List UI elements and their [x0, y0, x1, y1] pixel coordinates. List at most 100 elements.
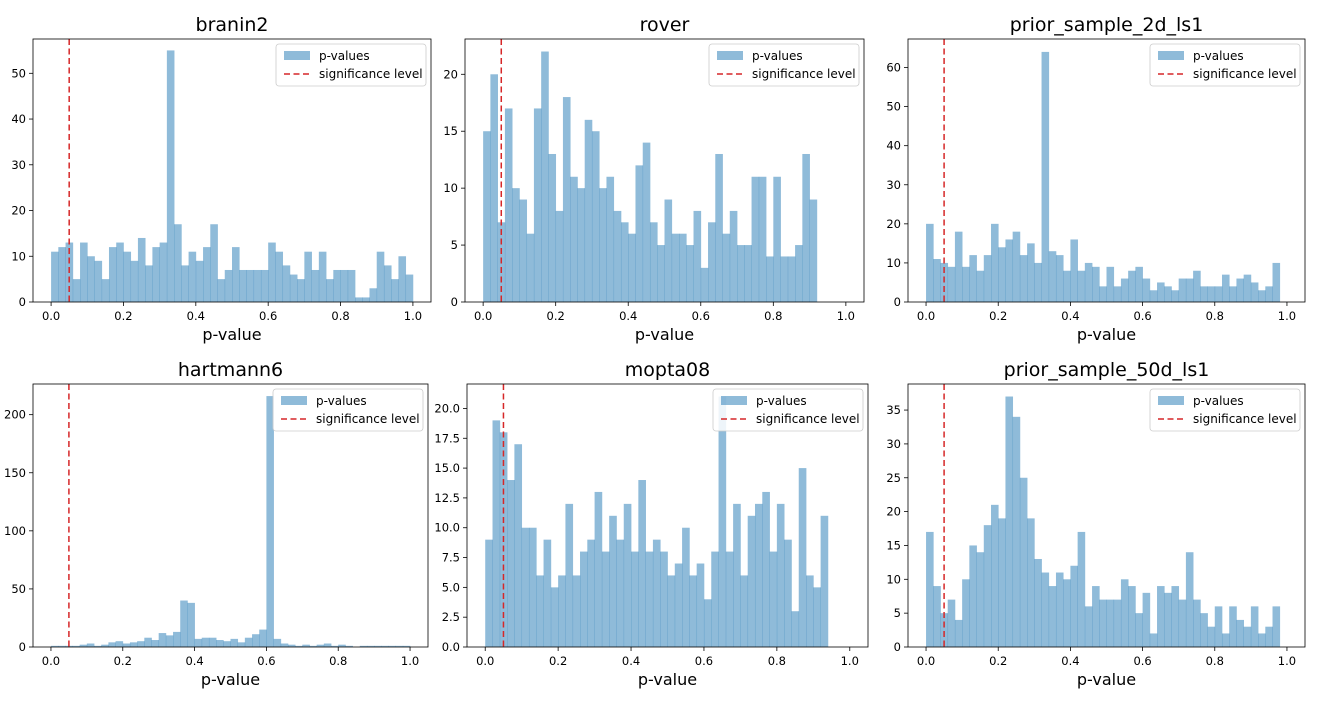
histogram-bar — [1019, 477, 1028, 647]
histogram-bar — [333, 269, 341, 302]
x-tick-label: 0.4 — [185, 654, 203, 668]
histogram-bar — [947, 266, 956, 302]
legend: p-values significance level — [712, 388, 864, 432]
histogram-bar — [601, 551, 610, 647]
histogram-bar — [813, 587, 821, 647]
histogram-bar — [1265, 286, 1273, 302]
histogram-bar — [747, 515, 756, 647]
histogram-bar — [94, 260, 103, 302]
histogram-bar — [682, 527, 690, 647]
histogram-bar — [1149, 633, 1158, 647]
histogram-bar — [519, 199, 528, 302]
histogram-bar — [947, 599, 956, 647]
histogram-bar — [391, 279, 399, 302]
y-tick-label: 10.0 — [434, 521, 460, 535]
histogram-bar — [715, 153, 723, 302]
histogram-bar — [1243, 274, 1252, 302]
histogram-bar — [1055, 572, 1064, 647]
legend-frame — [1149, 43, 1301, 87]
histogram-bar — [737, 245, 745, 302]
x-tick-label: 0.8 — [1206, 654, 1224, 668]
y-tick-label: 35 — [886, 403, 901, 417]
histogram-bar — [1272, 606, 1281, 647]
y-tick-label: 10 — [11, 249, 26, 263]
legend-label-pvalues: p-values — [756, 394, 807, 408]
histogram-bar — [776, 503, 785, 647]
histogram-bar — [1185, 278, 1194, 302]
legend-swatch-pvalues — [281, 396, 307, 405]
histogram-bar — [331, 645, 339, 647]
histogram-bar — [166, 50, 175, 303]
histogram-bar — [86, 643, 95, 647]
legend-label-pvalues: p-values — [1193, 394, 1244, 408]
x-tick-label: 0.6 — [695, 654, 713, 668]
histogram-bar — [115, 641, 124, 647]
histogram-bar — [657, 245, 665, 302]
histogram-bar — [762, 491, 770, 647]
y-tick-label: 12.5 — [434, 491, 460, 505]
legend-frame — [272, 388, 424, 432]
y-tick-label: 150 — [4, 466, 26, 480]
histogram-bar — [562, 97, 571, 302]
chart-panel-rover: 0.0 0.2 0.4 0.6 0.8 1.0 0 5 10 15 20 rover p-value p-… — [443, 14, 865, 344]
y-tick-label: 100 — [4, 524, 26, 538]
histogram-bar — [237, 642, 246, 647]
histogram-bar — [338, 644, 346, 647]
histogram-bar — [173, 631, 181, 647]
legend: p-values significance level — [1149, 388, 1301, 432]
histogram-bar — [1135, 266, 1143, 302]
x-tick-label: 0.4 — [619, 309, 637, 323]
y-tick-label: 0 — [894, 640, 901, 654]
histogram-bar — [1084, 262, 1093, 302]
histogram-bar — [58, 645, 66, 647]
histogram-bar — [1258, 633, 1266, 647]
chart-title: hartmann6 — [178, 359, 283, 381]
x-tick-label: 1.0 — [1278, 654, 1296, 668]
histogram-bar — [733, 503, 741, 647]
histogram-bar — [787, 256, 796, 302]
histogram-bar — [613, 210, 622, 302]
histogram-bar — [674, 563, 683, 647]
histogram-bar — [137, 641, 145, 647]
histogram-bar — [791, 611, 800, 647]
x-tick-label: 0.4 — [1061, 654, 1079, 668]
histogram-bar — [1207, 286, 1216, 302]
histogram-bar — [311, 269, 320, 302]
histogram-bar — [297, 279, 305, 302]
histogram-bar — [969, 255, 977, 302]
histogram-bar — [536, 575, 544, 647]
histogram-bar — [983, 525, 992, 647]
y-tick-label: 20.0 — [434, 401, 460, 415]
histogram-bar — [594, 491, 603, 647]
y-tick-label: 20 — [11, 204, 26, 218]
legend: p-values significance level — [708, 43, 860, 87]
histogram-bar — [504, 108, 513, 302]
histogram-bar — [1171, 586, 1180, 647]
histogram-bar — [1221, 274, 1230, 302]
histogram-bar — [1250, 282, 1259, 302]
histogram-bar — [210, 224, 218, 302]
histogram-bar — [1034, 262, 1042, 302]
histogram-bar — [1164, 286, 1172, 302]
histogram-bar — [223, 641, 231, 647]
histogram-bar — [1106, 599, 1115, 647]
x-tick-label: 0.8 — [768, 654, 786, 668]
histogram-bar — [347, 269, 356, 302]
histogram-bar — [402, 645, 411, 647]
histogram-bar — [729, 210, 738, 302]
histogram-bar — [1200, 613, 1208, 647]
histogram-bar — [188, 251, 197, 302]
histogram-bar — [795, 245, 803, 302]
histogram-bar — [751, 176, 760, 302]
x-tick-label: 0.0 — [476, 654, 494, 668]
histogram-bar — [820, 515, 829, 647]
legend-label-pvalues: p-values — [752, 49, 803, 63]
histogram-bar — [983, 255, 992, 302]
x-tick-label: 0.6 — [259, 309, 277, 323]
histogram-bar — [1142, 278, 1151, 302]
histogram-bar — [1077, 531, 1086, 647]
histogram-bar — [217, 279, 226, 302]
chart-panel-prior_sample_50d_ls1: 0.0 0.2 0.4 0.6 0.8 1.0 0 5 10 15 20 25 30 35 prior_sa… — [886, 359, 1306, 689]
histogram-bar — [711, 551, 719, 647]
